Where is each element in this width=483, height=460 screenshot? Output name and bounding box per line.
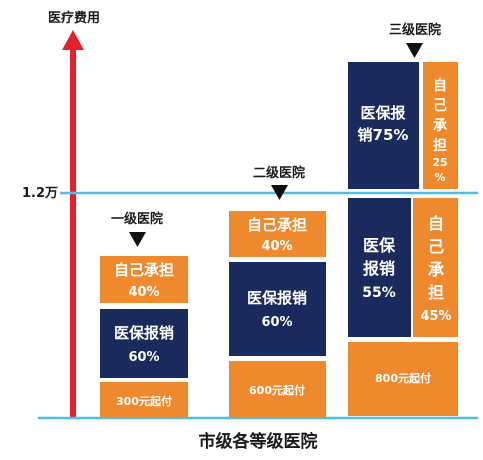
- level3-below-self-char1: 自: [428, 214, 444, 233]
- level1-marker-icon: [129, 232, 146, 247]
- level3-below-insurance-line3: 55%: [362, 285, 396, 301]
- level2-self-line1: 自己承担: [247, 216, 307, 234]
- level3-deductible-label: 800元起付: [375, 371, 431, 385]
- level3-above-insurance-line1: 医保报: [360, 104, 405, 122]
- level3-above-insurance-line2: 销75%: [358, 126, 409, 144]
- level3-below-insurance-line1: 医保: [363, 236, 396, 255]
- level3-below-insurance-line2: 报销: [363, 259, 395, 278]
- level3-below-self-char4: 担: [428, 283, 444, 302]
- level2-deductible-box: [229, 361, 326, 417]
- level3-below-self-box: [413, 198, 458, 337]
- y-axis-arrow-head: [62, 30, 84, 50]
- column-level2: 二级医院 自己承担 40% 医保报销 60% 600元起付: [229, 165, 326, 417]
- level1-hospital-label: 一级医院: [111, 211, 163, 227]
- y-axis-label: 医疗费用: [48, 10, 100, 26]
- level2-self-box: [229, 211, 326, 257]
- level2-insurance-line1: 医保报销: [247, 289, 307, 307]
- level3-marker-icon: [406, 43, 423, 58]
- level3-above-self-char4: 担: [433, 137, 447, 154]
- level3-above-self-char5: 25: [432, 156, 447, 169]
- level1-deductible-label: 300元起付: [116, 394, 172, 408]
- level2-deductible-label: 600元起付: [249, 383, 305, 397]
- level3-above-insurance-box: [348, 62, 419, 189]
- level1-insurance-line2: 60%: [128, 350, 159, 365]
- column-level1: 一级医院 自己承担 40% 医保报销 60% 300元起付: [100, 211, 188, 417]
- level3-hospital-label: 三级医院: [389, 22, 441, 38]
- column-level3: 三级医院 医保报 销75% 自 己 承 担 25 % 医保 报销 55% 自 己…: [348, 22, 458, 416]
- level1-self-line1: 自己承担: [114, 261, 174, 279]
- level1-deductible-box: [100, 382, 188, 417]
- x-axis-label: 市级各等级医院: [199, 431, 318, 452]
- level3-above-self-char2: 己: [433, 98, 447, 114]
- level1-self-box: [100, 256, 188, 303]
- level2-hospital-label: 二级医院: [253, 165, 305, 181]
- level2-self-line2: 40%: [261, 239, 292, 254]
- level2-insurance-line2: 60%: [261, 315, 292, 330]
- level3-above-self-box: [423, 62, 458, 189]
- level3-below-self-char3: 承: [428, 260, 444, 279]
- level3-deductible-box: [348, 342, 458, 416]
- level1-self-line2: 40%: [128, 285, 159, 300]
- level3-below-self-char5: 45%: [420, 309, 451, 324]
- level1-insurance-box: [100, 309, 188, 378]
- level2-marker-icon: [271, 185, 288, 200]
- level3-above-self-char1: 自: [433, 77, 447, 94]
- level3-below-self-char2: 己: [428, 237, 444, 256]
- level1-insurance-line1: 医保报销: [114, 324, 174, 342]
- level2-insurance-box: [229, 262, 326, 356]
- level3-above-self-char6: %: [434, 171, 445, 184]
- level3-above-self-char3: 承: [433, 118, 447, 134]
- threshold-label: 1.2万: [22, 186, 58, 201]
- level3-below-insurance-box: [348, 198, 411, 337]
